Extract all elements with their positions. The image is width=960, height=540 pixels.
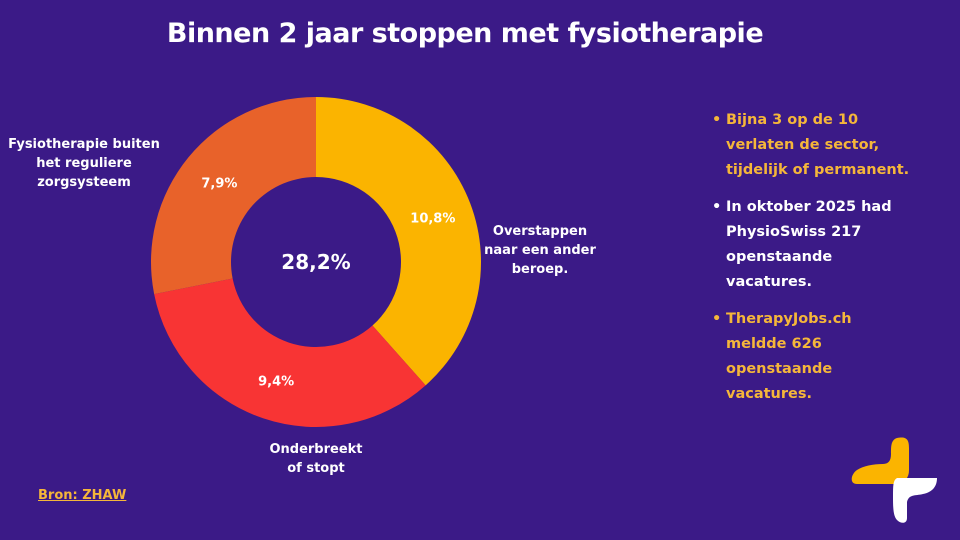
- bullet-list: • Bijna 3 op de 10 verlaten de sector, t…: [712, 108, 952, 419]
- label-line: Overstappen: [492, 224, 588, 239]
- donut-slice: [316, 97, 481, 386]
- label-line: Onderbreekt: [269, 442, 363, 457]
- bullet-line: Bijna 3 op de 10: [726, 112, 859, 128]
- bullet-dot-icon: •: [712, 112, 722, 128]
- source-link[interactable]: Bron: ZHAW: [38, 488, 127, 503]
- bullet-line: meldde 626: [726, 336, 822, 352]
- plus-logo-icon: [851, 437, 937, 523]
- bullet-dot-icon: •: [712, 311, 722, 327]
- slice-value-label: 7,9%: [201, 177, 237, 192]
- bullet-line: openstaande: [726, 361, 833, 377]
- bullet-line: tijdelijk of permanent.: [726, 162, 910, 178]
- slice-label-overstappen: Overstappen naar een ander beroep.: [484, 222, 596, 279]
- donut-slice: [154, 278, 426, 427]
- donut-slice: [151, 97, 316, 295]
- bullet-item: • TherapyJobs.ch meldde 626 openstaande …: [712, 307, 952, 407]
- bullet-line: vacatures.: [726, 274, 812, 290]
- label-line: of stopt: [287, 461, 345, 476]
- label-line: zorgsysteem: [37, 175, 131, 190]
- bullet-line: PhysioSwiss 217: [726, 224, 862, 240]
- slice-value-label: 9,4%: [258, 374, 294, 389]
- bullet-item: • Bijna 3 op de 10 verlaten de sector, t…: [712, 108, 952, 183]
- bullet-item: • In oktober 2025 had PhysioSwiss 217 op…: [712, 195, 952, 295]
- center-total-label: 28,2%: [281, 250, 350, 274]
- chart-title: Binnen 2 jaar stoppen met fysiotherapie: [166, 18, 764, 49]
- label-line: het reguliere: [36, 156, 132, 171]
- bullet-line: vacatures.: [726, 386, 812, 402]
- slice-label-onderbreekt: Onderbreekt of stopt: [269, 440, 362, 478]
- label-line: Fysiotherapie buiten: [8, 137, 160, 152]
- bullet-line: In oktober 2025 had: [726, 199, 892, 215]
- slice-value-label: 10,8%: [410, 212, 455, 227]
- slice-label-fysiotherapie-buiten: Fysiotherapie buiten het reguliere zorgs…: [8, 135, 160, 192]
- label-line: naar een ander: [484, 243, 596, 258]
- bullet-line: TherapyJobs.ch: [726, 311, 852, 327]
- bullet-line: openstaande: [726, 249, 833, 265]
- bullet-line: verlaten de sector,: [726, 137, 880, 153]
- label-line: beroep.: [511, 262, 569, 277]
- bullet-dot-icon: •: [712, 199, 722, 215]
